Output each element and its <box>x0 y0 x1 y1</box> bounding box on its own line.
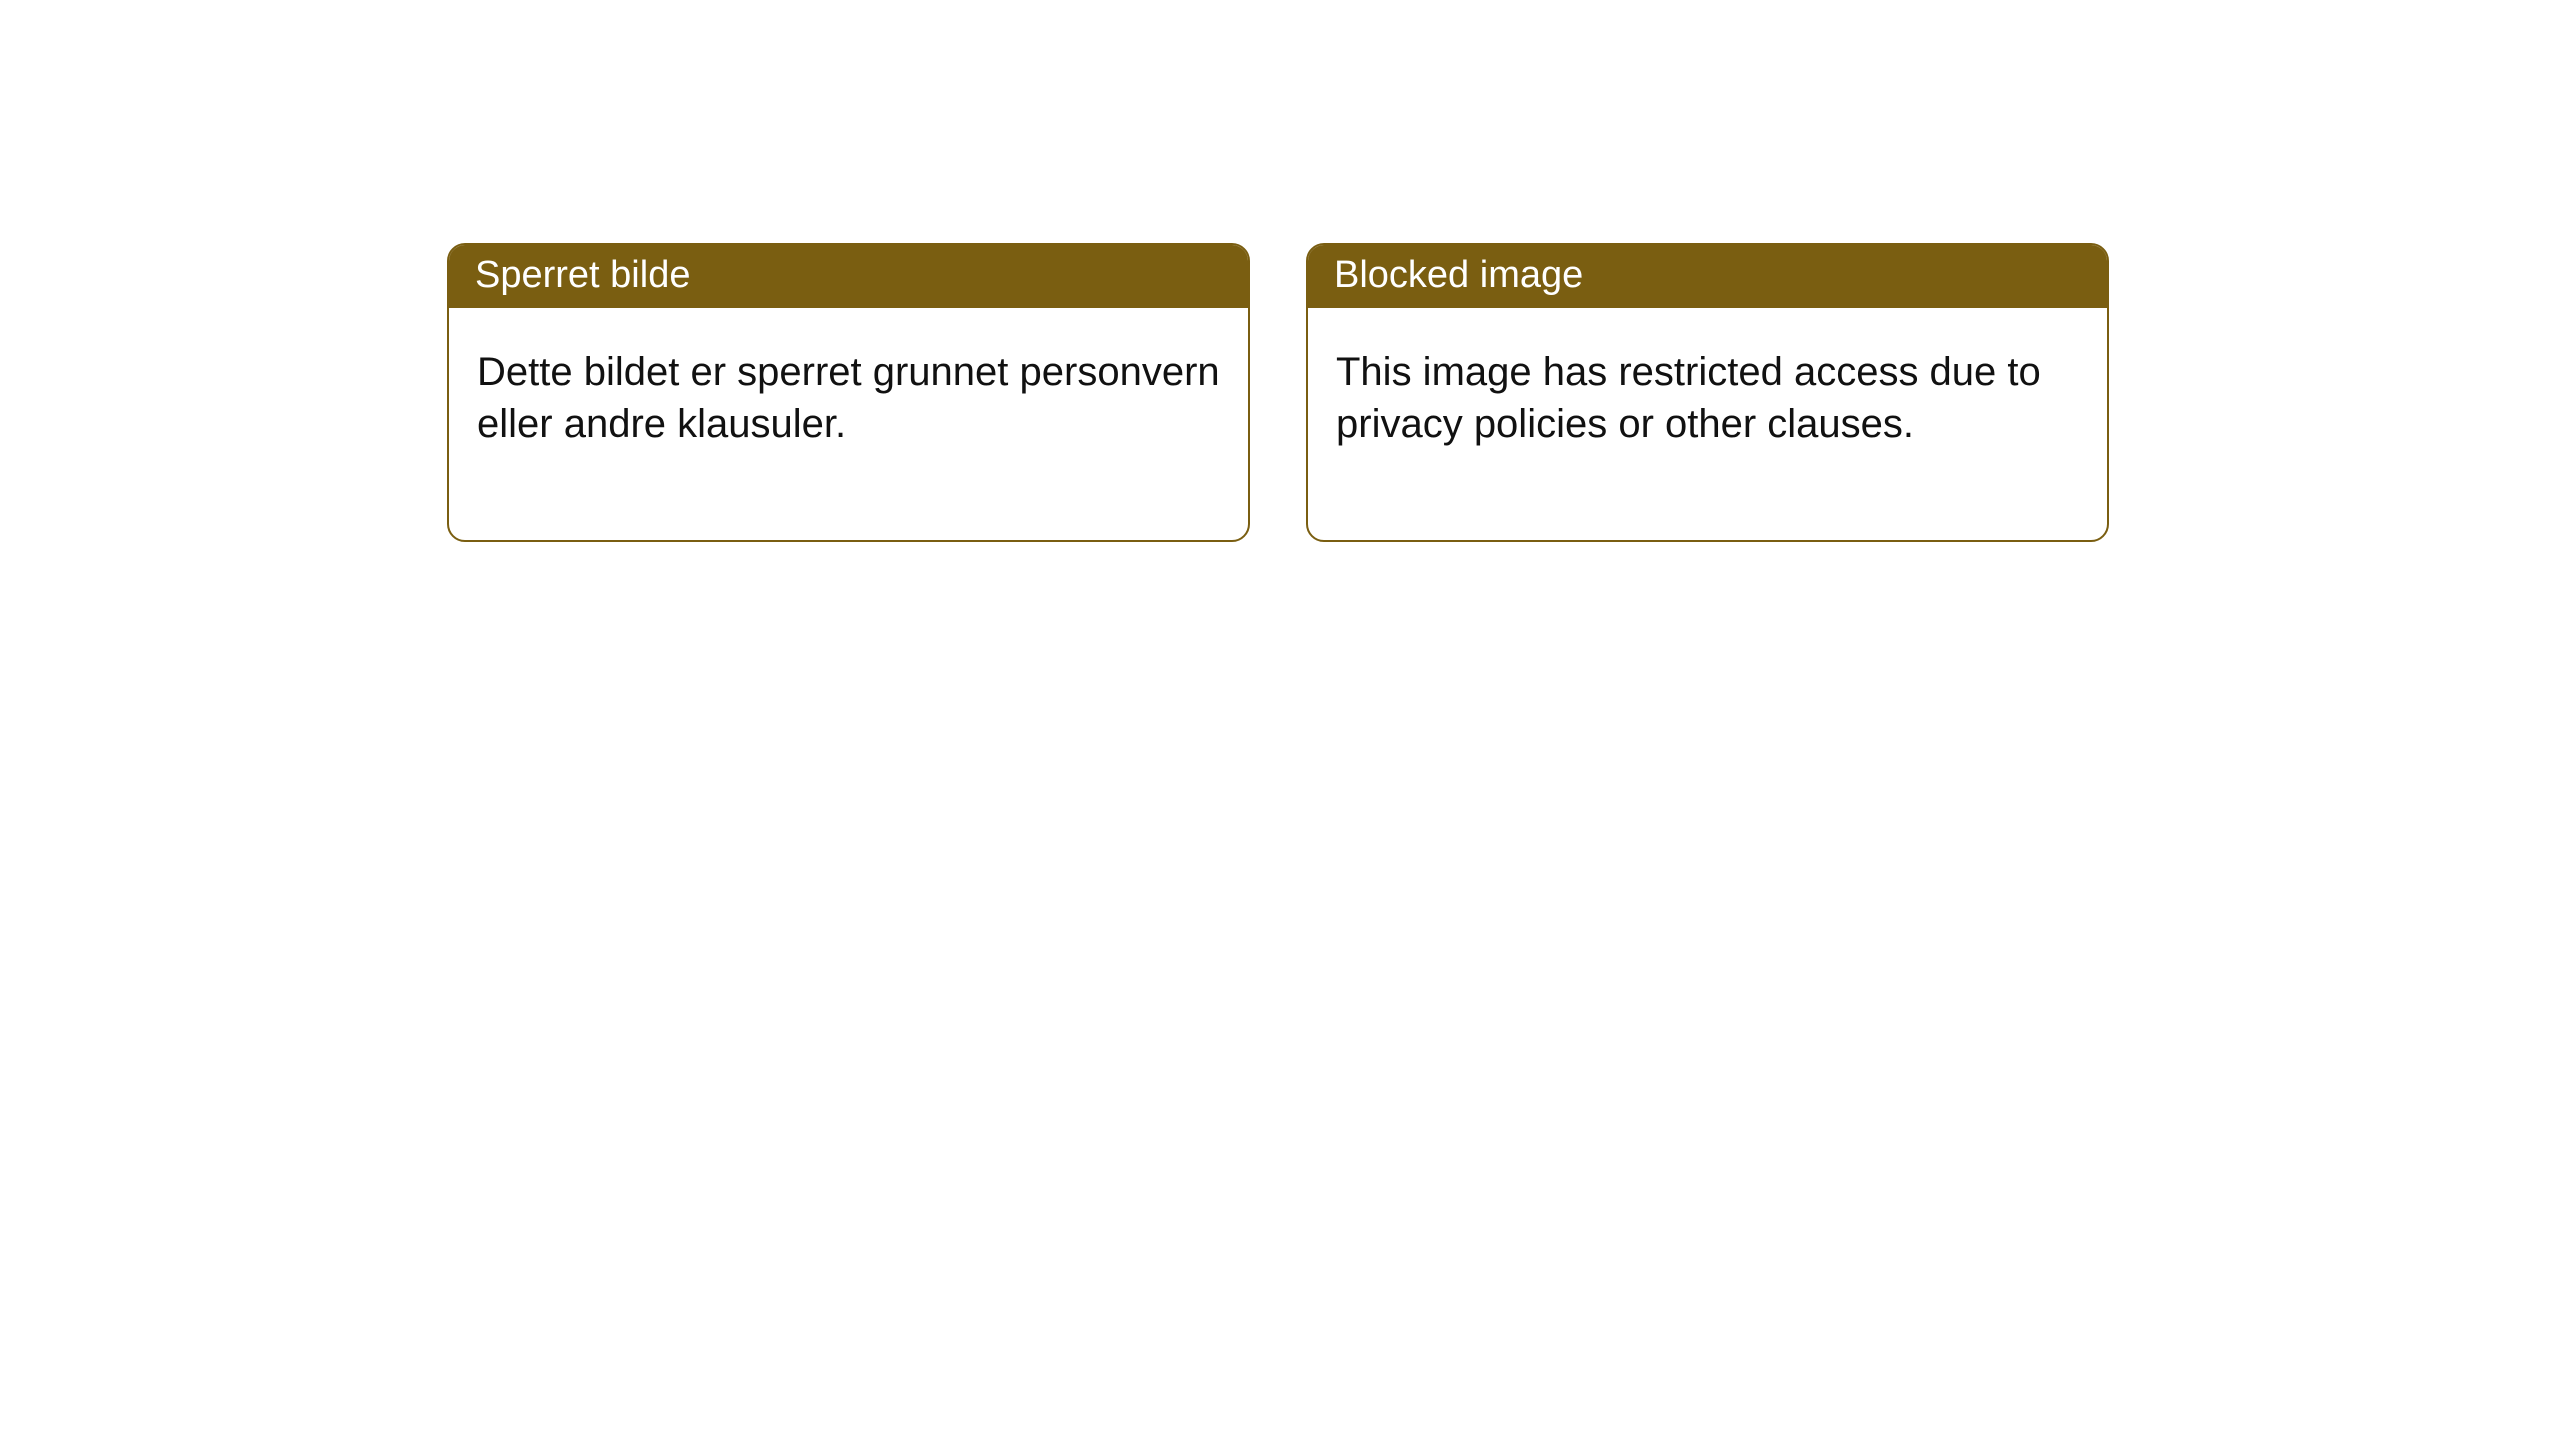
card-body: This image has restricted access due to … <box>1308 308 2107 540</box>
notice-container: Sperret bilde Dette bildet er sperret gr… <box>0 0 2560 542</box>
card-body: Dette bildet er sperret grunnet personve… <box>449 308 1248 540</box>
card-header: Sperret bilde <box>449 245 1248 308</box>
card-body-text: This image has restricted access due to … <box>1336 350 2041 446</box>
notice-card-english: Blocked image This image has restricted … <box>1306 243 2109 542</box>
card-header: Blocked image <box>1308 245 2107 308</box>
card-body-text: Dette bildet er sperret grunnet personve… <box>477 350 1220 446</box>
notice-card-norwegian: Sperret bilde Dette bildet er sperret gr… <box>447 243 1250 542</box>
card-title: Sperret bilde <box>475 254 690 296</box>
card-title: Blocked image <box>1334 254 1583 296</box>
